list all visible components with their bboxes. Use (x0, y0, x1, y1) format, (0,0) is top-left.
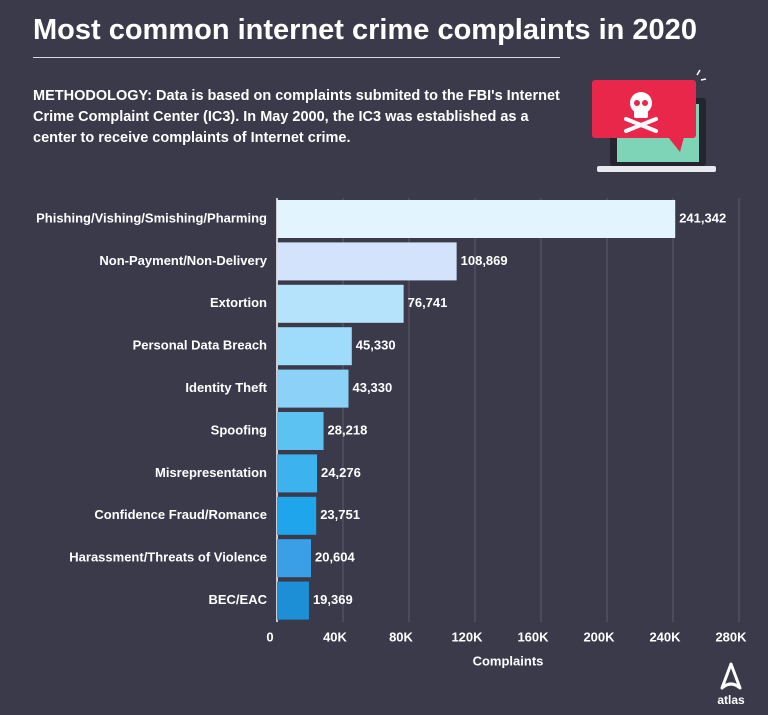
y-tick-label: Extortion (210, 295, 267, 310)
atlas-logo (720, 662, 742, 690)
x-tick-label: 80K (389, 629, 413, 644)
x-tick-label: 200K (583, 629, 615, 644)
bar (277, 539, 311, 578)
bar (277, 200, 676, 238)
value-label: 43,330 (352, 380, 392, 395)
source: atlas (717, 693, 745, 707)
laptop-icon (592, 69, 716, 172)
chart-title: Most common internet crime complaints in… (33, 14, 697, 46)
y-tick-label: Phishing/Vishing/Smishing/Pharming (36, 210, 267, 225)
bar (277, 454, 318, 493)
y-tick-label: BEC/EAC (208, 592, 267, 607)
bar (277, 369, 349, 408)
y-tick-label: Non-Payment/Non-Delivery (99, 253, 267, 268)
y-tick-label: Confidence Fraud/Romance (94, 507, 267, 522)
x-tick-label: 240K (649, 629, 681, 644)
bar (277, 581, 309, 620)
value-label: 76,741 (408, 295, 448, 310)
bar (277, 242, 457, 281)
y-tick-label: Harassment/Threats of Violence (69, 550, 267, 565)
y-tick-label: Personal Data Breach (133, 338, 267, 353)
title-rule (33, 57, 560, 58)
bar (277, 496, 317, 535)
bar (277, 284, 404, 323)
x-tick-label: 160K (517, 629, 549, 644)
bar (277, 412, 324, 450)
value-label: 19,369 (313, 592, 353, 607)
x-tick-label: 120K (451, 629, 483, 644)
y-tick-label: Spoofing (211, 422, 267, 437)
value-label: 241,342 (679, 210, 726, 225)
y-tick-label: Misrepresentation (155, 465, 267, 480)
value-label: 108,869 (461, 253, 508, 268)
y-tick-label: Identity Theft (185, 380, 267, 395)
value-label: 45,330 (356, 338, 396, 353)
x-tick-label: 0 (266, 629, 273, 644)
x-tick-label: 280K (715, 629, 747, 644)
x-tick-label: 40K (323, 629, 347, 644)
bar (277, 327, 352, 366)
x-axis-title: Complaints (473, 653, 544, 668)
value-label: 20,604 (315, 550, 356, 565)
methodology: METHODOLOGY: Data is based on complaints… (33, 88, 560, 146)
value-label: 28,218 (328, 422, 368, 437)
value-label: 23,751 (320, 507, 360, 522)
value-label: 24,276 (321, 465, 361, 480)
